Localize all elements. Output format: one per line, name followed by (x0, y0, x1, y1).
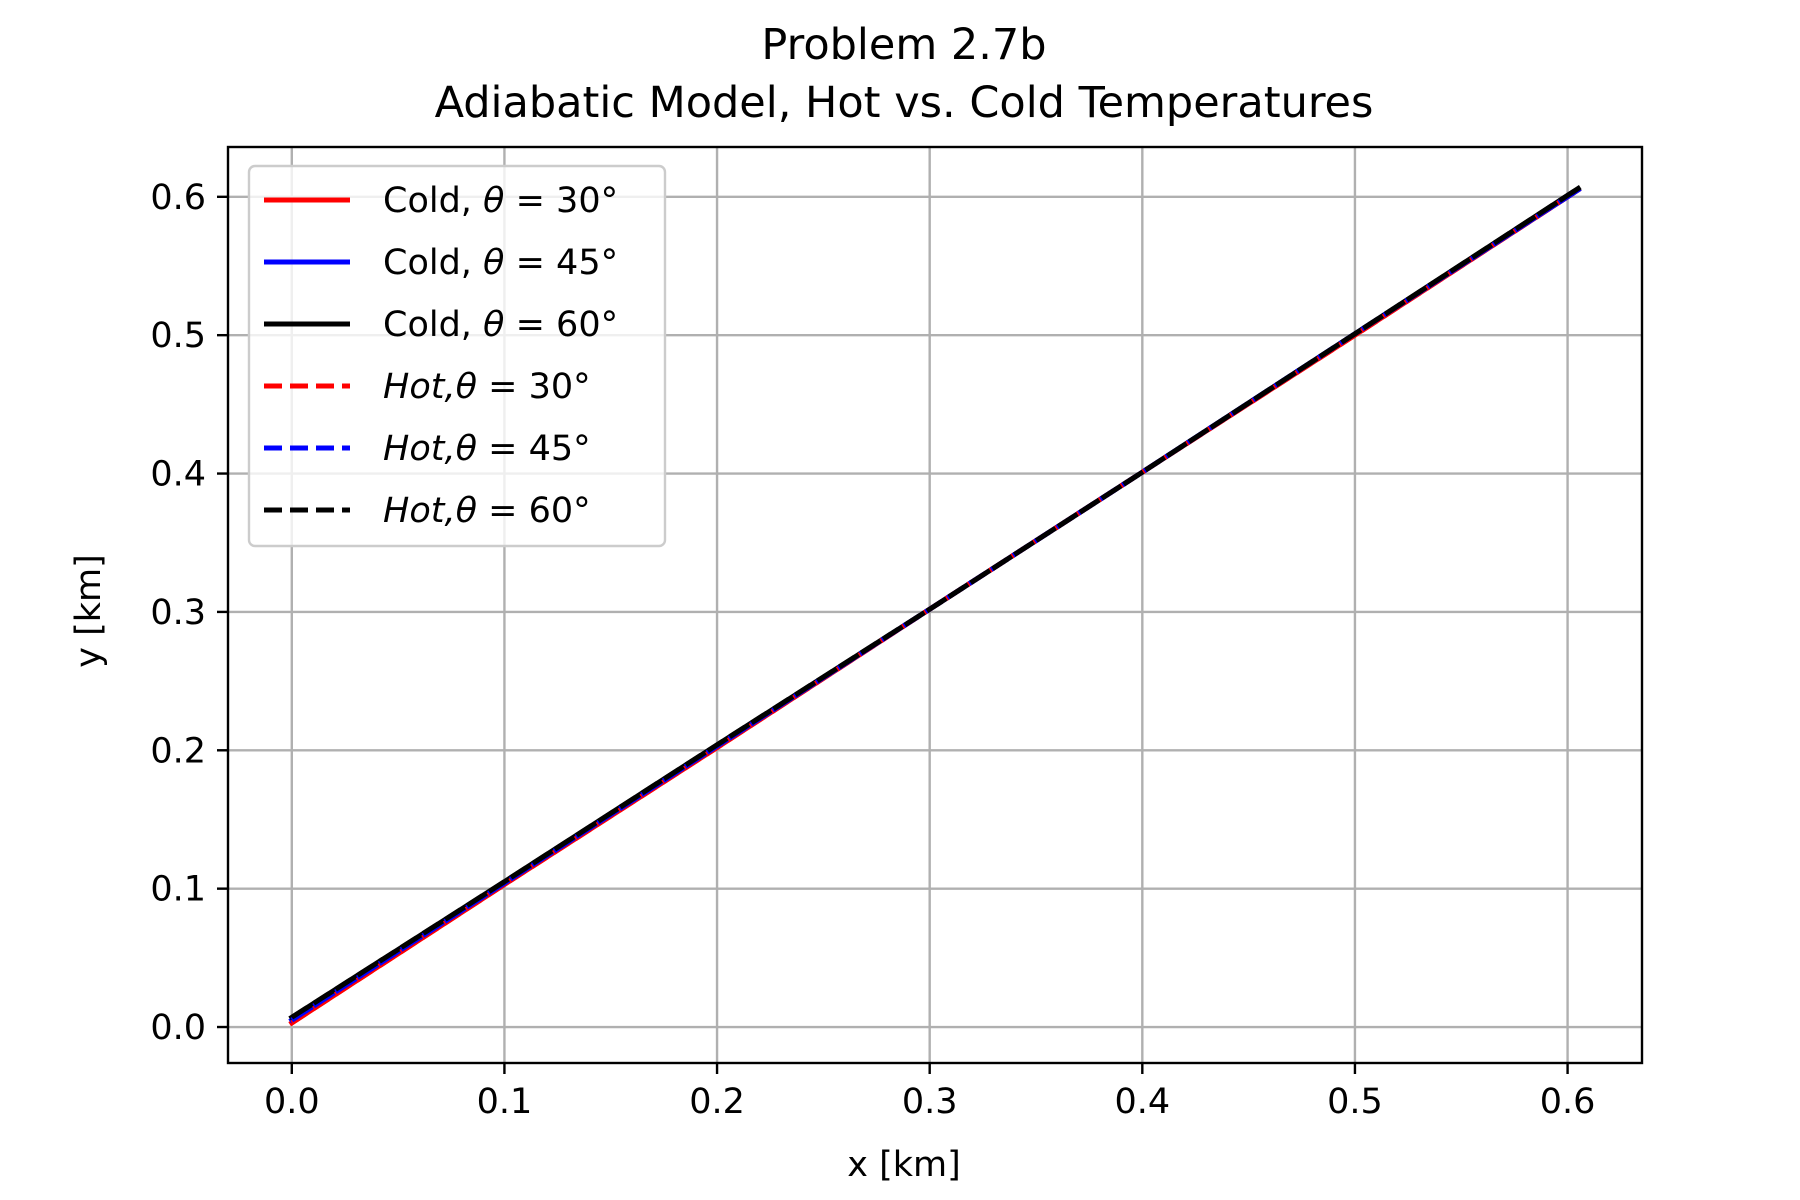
y-tick-label-0: 0.0 (150, 1008, 206, 1048)
legend-label-prefix: Cold, (383, 243, 483, 283)
series-layer (288, 185, 1582, 1027)
legend-label-prefix: Hot, (383, 429, 456, 469)
x-tick-label-1: 0.1 (477, 1082, 533, 1122)
legend-box (247, 164, 667, 548)
legend-label-value: = 60° (504, 305, 618, 345)
chart-title: Problem 2.7b (761, 20, 1046, 70)
legend-label-theta: θ (483, 243, 504, 283)
plot-frame (226, 145, 1644, 1065)
legend-label-value: = 60° (477, 491, 591, 531)
x-tick-layer: 0.0 0.1 0.2 0.3 0.4 0.5 0.6 (264, 1063, 1595, 1122)
x-tick-label-0: 0.0 (264, 1082, 320, 1122)
y-tick-label-1: 0.1 (150, 870, 206, 910)
legend-label-value: = 45° (477, 429, 591, 469)
legend-label-theta: θ (456, 491, 477, 531)
legend-label-prefix: Hot, (383, 367, 456, 407)
legend: Cold, θ = 30°Cold, θ = 45°Cold, θ = 60°H… (247, 164, 667, 548)
legend-label-value: = 30° (504, 181, 618, 221)
y-tick-label-6: 0.6 (150, 178, 206, 218)
x-tick-label-3: 0.3 (902, 1082, 958, 1122)
legend-label-value: = 30° (477, 367, 591, 407)
legend-label-theta: θ (456, 367, 477, 407)
y-axis-label: y [km] (69, 554, 109, 668)
legend-label-5: Hot,θ = 60° (383, 491, 591, 531)
y-tick-label-2: 0.2 (150, 731, 206, 771)
y-tick-label-5: 0.5 (150, 316, 206, 356)
series-line-5 (290, 186, 1580, 1020)
x-tick-label-4: 0.4 (1114, 1082, 1170, 1122)
legend-label-prefix: Hot, (383, 491, 456, 531)
x-tick-label-5: 0.5 (1327, 1082, 1383, 1122)
legend-label-4: Hot,θ = 45° (383, 429, 591, 469)
y-tick-label-4: 0.4 (150, 455, 206, 495)
legend-label-3: Hot,θ = 30° (383, 367, 591, 407)
x-axis-label: x [km] (847, 1145, 961, 1185)
y-tick-layer: 0.0 0.1 0.2 0.3 0.4 0.5 0.6 (150, 178, 228, 1048)
legend-label-theta: θ (456, 429, 477, 469)
legend-label-1: Cold, θ = 45° (383, 243, 618, 283)
y-tick-label-3: 0.3 (150, 593, 206, 633)
legend-label-value: = 45° (504, 243, 618, 283)
x-tick-label-6: 0.6 (1540, 1082, 1596, 1122)
legend-label-2: Cold, θ = 60° (383, 305, 618, 345)
legend-label-0: Cold, θ = 30° (383, 181, 618, 221)
legend-label-prefix: Cold, (383, 305, 483, 345)
legend-label-theta: θ (483, 305, 504, 345)
x-tick-label-2: 0.2 (689, 1082, 745, 1122)
legend-label-theta: θ (483, 181, 504, 221)
plot-frame-layer (226, 145, 1644, 1065)
chart-subtitle: Adiabatic Model, Hot vs. Cold Temperatur… (435, 78, 1374, 128)
legend-label-prefix: Cold, (383, 181, 483, 221)
